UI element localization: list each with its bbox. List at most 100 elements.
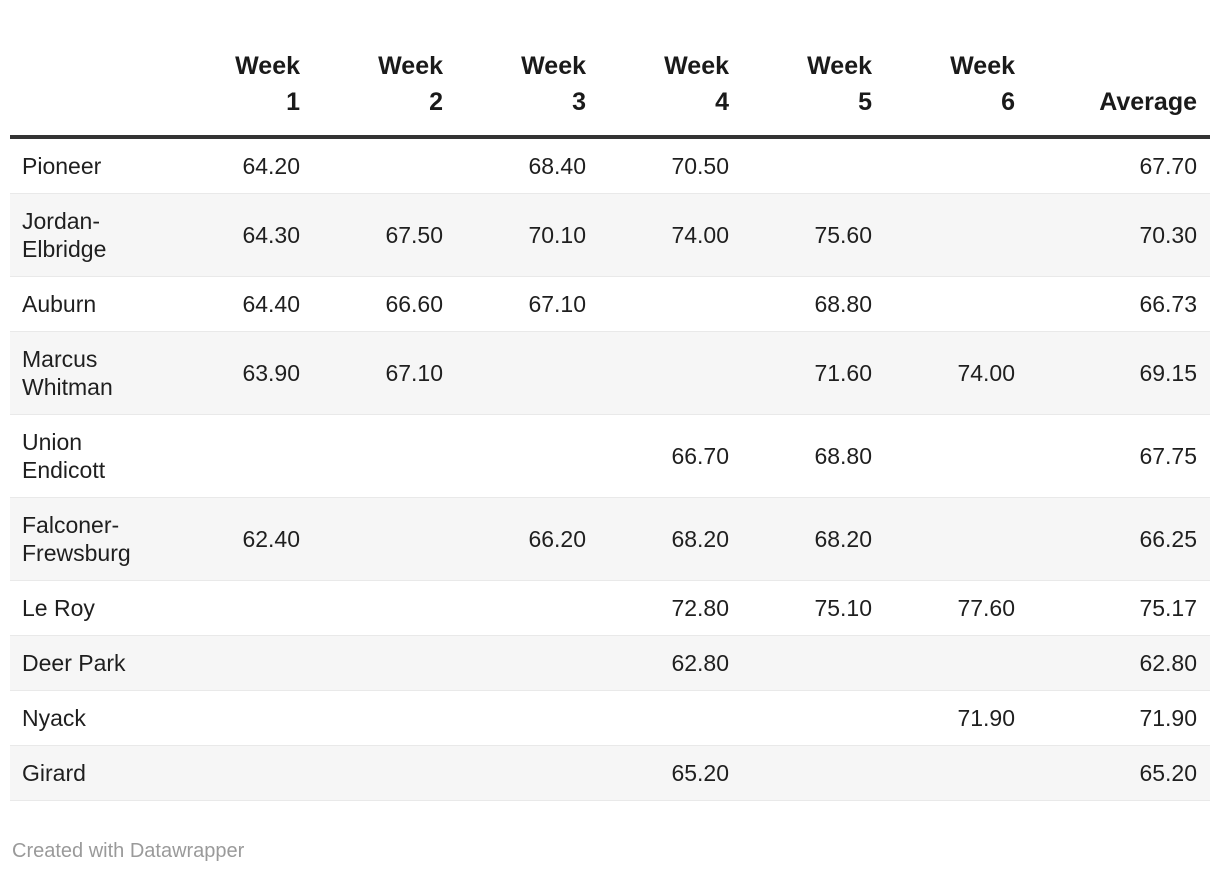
cell-week-5 xyxy=(729,745,872,801)
header-week-1-number: 1 xyxy=(286,88,300,116)
cell-week-1: 64.30 xyxy=(157,193,300,277)
header-week-6-number: 6 xyxy=(1001,88,1015,116)
cell-week-4: 74.00 xyxy=(586,193,729,277)
cell-average: 70.30 xyxy=(1015,193,1210,277)
cell-week-6 xyxy=(872,276,1015,332)
cell-week-2 xyxy=(300,580,443,636)
table-row: Union Endicott 66.70 68.80 67.75 xyxy=(10,414,1210,498)
cell-week-4: 62.80 xyxy=(586,635,729,691)
row-name: Deer Park xyxy=(10,635,157,691)
cell-average: 69.15 xyxy=(1015,331,1210,415)
cell-week-6 xyxy=(872,414,1015,498)
table-body: Pioneer 64.20 68.40 70.50 67.70 Jordan-Elbrid… xyxy=(10,137,1210,801)
cell-week-6 xyxy=(872,635,1015,691)
cell-week-1 xyxy=(157,580,300,636)
cell-week-5: 68.80 xyxy=(729,414,872,498)
cell-week-5: 68.80 xyxy=(729,276,872,332)
header-week-6: Week 6 xyxy=(872,35,1015,139)
cell-average: 66.73 xyxy=(1015,276,1210,332)
cell-week-1 xyxy=(157,745,300,801)
cell-week-1: 64.40 xyxy=(157,276,300,332)
cell-week-3 xyxy=(443,414,586,498)
cell-week-3 xyxy=(443,635,586,691)
table-row: Girard 65.20 65.20 xyxy=(10,745,1210,801)
header-week-5-number: 5 xyxy=(858,88,872,116)
cell-week-4: 65.20 xyxy=(586,745,729,801)
cell-average: 75.17 xyxy=(1015,580,1210,636)
table-row: Falconer-Frewsburg 62.40 66.20 68.20 68.20 66… xyxy=(10,497,1210,581)
cell-week-6: 71.90 xyxy=(872,690,1015,746)
cell-week-6 xyxy=(872,497,1015,581)
cell-week-6: 74.00 xyxy=(872,331,1015,415)
header-week-2: Week 2 xyxy=(300,35,443,139)
attribution-text: Created with Datawrapper xyxy=(12,840,245,862)
data-table: Week 1 Week 2 Week 3 Week 4 Week 5 xyxy=(10,35,1210,801)
cell-week-5 xyxy=(729,635,872,691)
cell-week-1 xyxy=(157,414,300,498)
cell-week-3 xyxy=(443,580,586,636)
cell-week-6 xyxy=(872,745,1015,801)
cell-week-5: 71.60 xyxy=(729,331,872,415)
cell-week-2: 67.50 xyxy=(300,193,443,277)
header-week-3-word: Week xyxy=(521,52,586,80)
cell-week-3: 70.10 xyxy=(443,193,586,277)
cell-week-2 xyxy=(300,497,443,581)
cell-week-6: 77.60 xyxy=(872,580,1015,636)
row-name: Falconer-Frewsburg xyxy=(10,497,157,581)
cell-week-4 xyxy=(586,331,729,415)
header-week-4-number: 4 xyxy=(715,88,729,116)
cell-week-4: 68.20 xyxy=(586,497,729,581)
cell-average: 65.20 xyxy=(1015,745,1210,801)
cell-week-4 xyxy=(586,276,729,332)
header-week-1: Week 1 xyxy=(157,35,300,139)
cell-week-5: 75.60 xyxy=(729,193,872,277)
row-name: Marcus Whitman xyxy=(10,331,157,415)
row-name: Le Roy xyxy=(10,580,157,636)
cell-week-3 xyxy=(443,745,586,801)
header-average-label: Average xyxy=(1099,88,1197,116)
cell-week-4: 70.50 xyxy=(586,137,729,194)
cell-average: 71.90 xyxy=(1015,690,1210,746)
cell-week-2 xyxy=(300,690,443,746)
header-name-column xyxy=(10,35,157,139)
cell-week-5 xyxy=(729,690,872,746)
header-week-4-word: Week xyxy=(664,52,729,80)
cell-week-2 xyxy=(300,414,443,498)
header-week-5-word: Week xyxy=(807,52,872,80)
cell-week-5: 75.10 xyxy=(729,580,872,636)
cell-week-6 xyxy=(872,137,1015,194)
cell-week-2 xyxy=(300,137,443,194)
cell-week-3: 68.40 xyxy=(443,137,586,194)
cell-week-5: 68.20 xyxy=(729,497,872,581)
cell-week-3: 66.20 xyxy=(443,497,586,581)
row-name: Nyack xyxy=(10,690,157,746)
row-name: Pioneer xyxy=(10,137,157,194)
cell-average: 67.70 xyxy=(1015,137,1210,194)
cell-week-4: 66.70 xyxy=(586,414,729,498)
cell-week-5 xyxy=(729,137,872,194)
row-name: Jordan-Elbridge xyxy=(10,193,157,277)
header-average: Average xyxy=(1015,35,1210,139)
cell-week-3 xyxy=(443,690,586,746)
header-week-3-number: 3 xyxy=(572,88,586,116)
cell-average: 62.80 xyxy=(1015,635,1210,691)
header-week-4: Week 4 xyxy=(586,35,729,139)
cell-average: 67.75 xyxy=(1015,414,1210,498)
header-row: Week 1 Week 2 Week 3 Week 4 Week 5 xyxy=(10,35,1210,139)
header-week-3: Week 3 xyxy=(443,35,586,139)
cell-week-1: 63.90 xyxy=(157,331,300,415)
table-row: Nyack 71.90 71.90 xyxy=(10,690,1210,746)
cell-week-6 xyxy=(872,193,1015,277)
cell-week-4 xyxy=(586,690,729,746)
row-name: Union Endicott xyxy=(10,414,157,498)
cell-week-3 xyxy=(443,331,586,415)
cell-week-1: 64.20 xyxy=(157,137,300,194)
cell-week-2: 67.10 xyxy=(300,331,443,415)
cell-week-2 xyxy=(300,745,443,801)
cell-week-1 xyxy=(157,690,300,746)
cell-week-1: 62.40 xyxy=(157,497,300,581)
header-week-5: Week 5 xyxy=(729,35,872,139)
row-name: Girard xyxy=(10,745,157,801)
table-row: Auburn 64.40 66.60 67.10 68.80 66.73 xyxy=(10,276,1210,332)
